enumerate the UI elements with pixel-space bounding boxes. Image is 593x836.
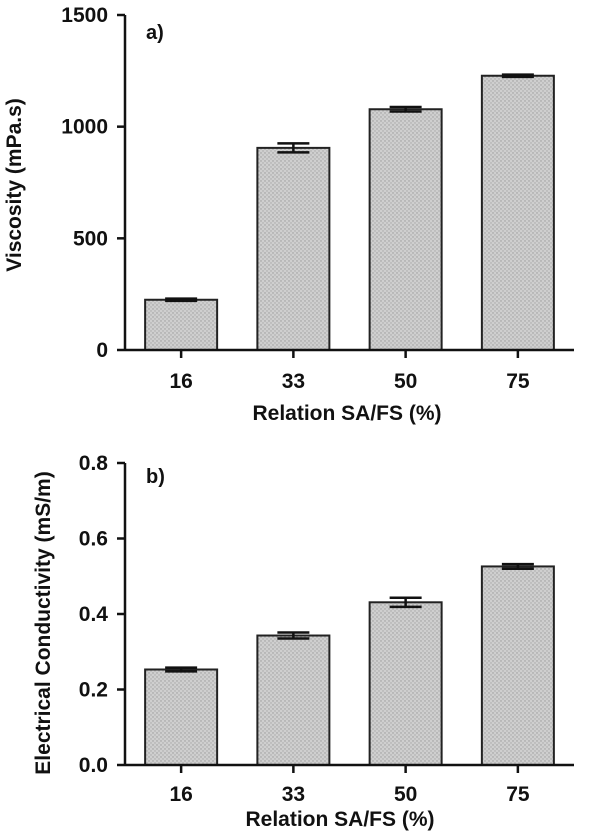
panel-a-y-tick-label: 1000 [61,116,108,139]
panel-b-y-tick-label: 0.8 [79,452,109,475]
chart-panel-a: a) Viscosity (mPa.s) Relation SA/FS (%) … [3,4,574,425]
panel-b-y-tick-label: 0.2 [79,679,108,702]
panel-b-x-ticks: 16 33 50 75 [169,765,530,806]
panel-a-y-ticks: 0 500 1000 1500 [61,4,125,362]
panel-b-y-tick-label: 0.0 [79,754,108,777]
panel-a-bars [144,73,555,351]
panel-a-x-tick-label: 75 [506,370,530,393]
panel-b-x-tick-label: 50 [394,783,417,806]
chart-panel-b: b) Electrical Conductivity (mS/m) Relati… [32,452,574,831]
panel-b-error-bar [389,596,422,609]
panel-b-x-tick-label: 16 [169,783,192,806]
panel-b-bar [256,634,331,767]
panel-a-x-tick-label: 50 [394,370,417,393]
panel-a-error-bar [389,105,422,113]
panel-b-error-bar [277,631,310,640]
panel-a-x-tick-label: 33 [282,370,305,393]
panel-b-x-axis-label: Relation SA/FS (%) [245,808,434,831]
panel-a-error-bar [165,297,198,303]
panel-a-y-axis-label: Viscosity (mPa.s) [3,98,26,272]
panel-b-error-bar [165,666,198,673]
panel-b-bar [368,601,443,766]
panel-b-bars [144,562,555,767]
panel-b-bar [144,668,219,766]
panel-a-bar [480,74,555,351]
panel-a-x-ticks: 16 33 50 75 [169,350,530,393]
panel-a-error-bar [501,73,534,79]
panel-b-x-tick-label: 75 [506,783,530,806]
panel-a-error-bar [277,142,310,154]
panel-a-bar [368,108,443,351]
panel-b-y-ticks: 0.0 0.2 0.4 0.6 0.8 [79,452,125,777]
panel-a-y-tick-label: 0 [96,339,108,362]
panel-b-y-tick-label: 0.6 [79,528,108,551]
panel-b-bar [480,565,555,766]
panel-b-x-tick-label: 33 [282,783,305,806]
panel-a-bar [256,146,331,351]
panel-a-label: a) [146,22,164,44]
panel-b-error-bar [501,562,534,570]
panel-a-y-tick-label: 1500 [61,4,108,27]
panel-a-axes [123,15,574,352]
panel-a-bar [144,298,219,351]
panel-b-y-tick-label: 0.4 [79,603,109,626]
panel-a-x-axis-label: Relation SA/FS (%) [252,402,441,425]
panel-a-y-tick-label: 500 [73,227,108,250]
panel-a-x-tick-label: 16 [169,370,192,393]
panel-b-axes [123,463,574,767]
panel-b-label: b) [146,466,165,488]
panel-b-y-axis-label: Electrical Conductivity (mS/m) [32,471,55,774]
